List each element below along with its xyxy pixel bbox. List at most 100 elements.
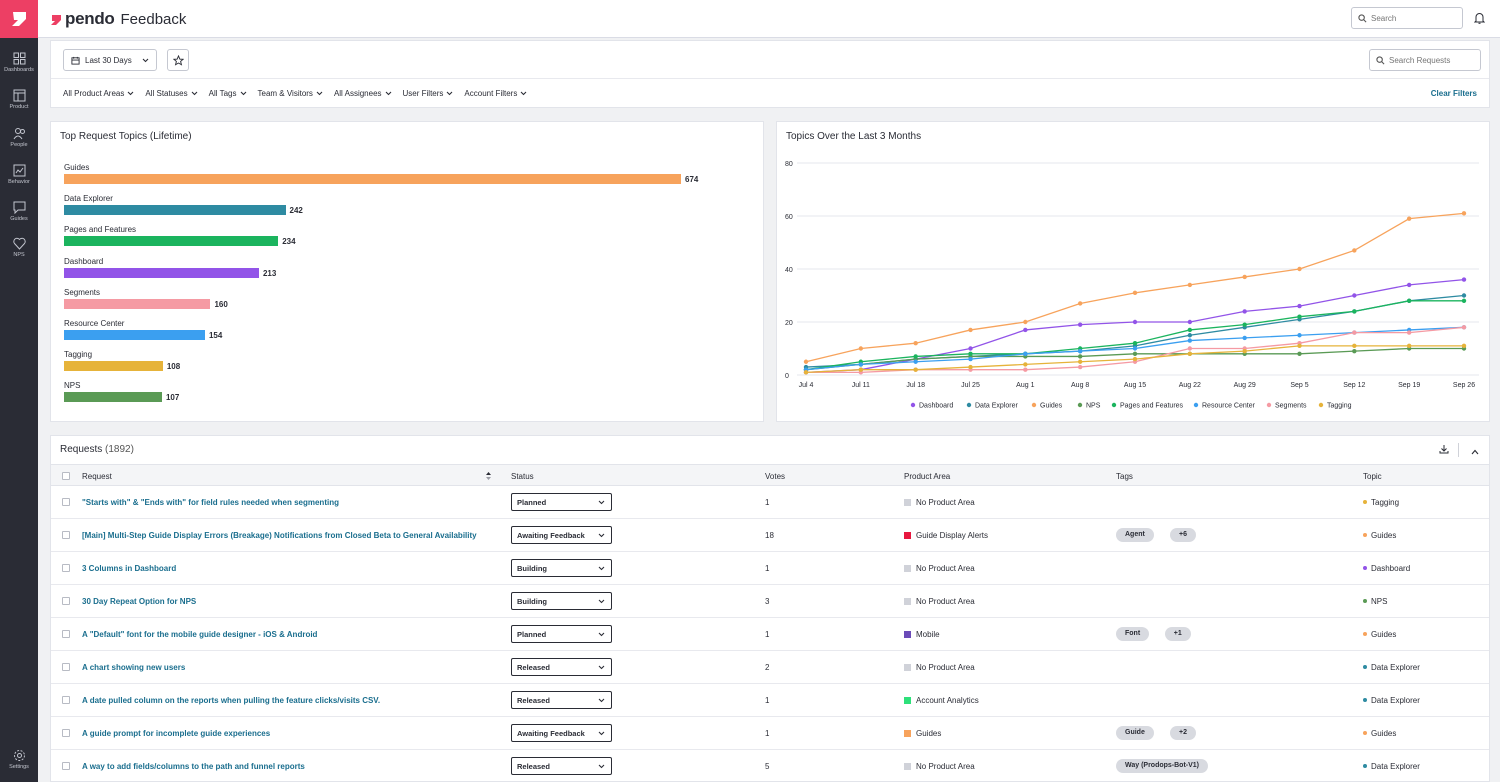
data-point[interactable] [1297,343,1302,349]
tag-badge[interactable]: Agent [1116,528,1154,542]
table-row[interactable]: A way to add fields/columns to the path … [51,750,1489,782]
data-point[interactable] [968,356,973,362]
data-point[interactable] [803,359,809,364]
data-point[interactable] [1077,301,1083,306]
data-point[interactable] [1406,282,1412,288]
data-point[interactable] [1187,319,1193,325]
global-search-input[interactable] [1371,13,1451,23]
tag-badge[interactable]: Way (Prodops-Bot-V1) [1116,759,1209,773]
status-dropdown[interactable]: Awaiting Feedback [511,526,612,544]
bar[interactable] [64,361,163,372]
data-point[interactable] [968,327,973,333]
request-link[interactable]: A date pulled column on the reports when… [82,696,381,705]
tag-badge[interactable]: Font [1116,627,1150,641]
data-point[interactable] [1297,333,1302,338]
data-point[interactable] [1077,364,1083,370]
data-point[interactable] [1023,327,1028,333]
table-row[interactable]: A date pulled column on the reports when… [51,684,1489,717]
data-point[interactable] [1297,314,1302,319]
data-point[interactable] [1187,351,1193,356]
table-row[interactable]: A chart showing new users Released 2 No Pro… [51,651,1489,684]
request-search-input[interactable] [1389,55,1474,65]
status-dropdown[interactable]: Awaiting Feedback [511,724,612,742]
data-point[interactable] [1406,298,1412,303]
data-point[interactable] [1461,343,1467,349]
data-point[interactable] [1023,367,1028,372]
data-point[interactable] [1077,348,1083,354]
bar[interactable] [64,330,205,340]
notifications-button[interactable] [1473,12,1486,27]
status-dropdown[interactable]: Building [511,559,612,577]
clear-filters-link[interactable]: Clear Filters [1430,89,1477,98]
filter-user-filters[interactable]: User Filters [403,89,454,98]
status-dropdown[interactable]: Planned [511,493,612,511]
tag-badge[interactable]: +2 [1170,726,1196,740]
global-search[interactable] [1351,7,1463,29]
data-point[interactable] [1461,277,1467,282]
bar[interactable] [64,236,279,247]
table-row[interactable]: 3 Columns in Dashboard Building 1 No Produc… [51,552,1489,585]
data-point[interactable] [1132,341,1138,346]
data-point[interactable] [803,370,809,375]
request-link[interactable]: A chart showing new users [82,663,186,672]
bar[interactable] [64,298,211,309]
data-point[interactable] [1023,319,1028,325]
data-point[interactable] [913,359,918,364]
col-topic[interactable]: Topic [1363,472,1382,481]
data-point[interactable] [968,346,973,351]
status-dropdown[interactable]: Planned [511,625,612,643]
col-tags[interactable]: Tags [1116,472,1133,481]
data-point[interactable] [913,354,918,359]
status-dropdown[interactable]: Released [511,658,612,676]
data-point[interactable] [1242,274,1247,280]
filter-team-visitors[interactable]: Team & Visitors [258,89,323,98]
data-point[interactable] [1023,362,1028,367]
filter-tags[interactable]: All Tags [209,89,247,98]
data-point[interactable] [1352,348,1357,354]
nav-guides[interactable]: Guides [0,201,38,222]
data-point[interactable] [1187,338,1193,343]
nav-settings[interactable]: Settings [0,749,38,770]
table-row[interactable]: A guide prompt for incomplete guide expe… [51,717,1489,750]
row-checkbox[interactable] [62,564,70,572]
request-link[interactable]: 3 Columns in Dashboard [82,564,177,573]
table-row[interactable]: [Main] Multi-Step Guide Display Errors (… [51,519,1489,552]
bar[interactable] [64,392,162,403]
data-point[interactable] [1406,216,1412,221]
download-button[interactable] [1439,444,1449,457]
data-point[interactable] [858,346,864,351]
collapse-button[interactable] [1471,446,1479,458]
row-checkbox[interactable] [62,696,70,704]
data-point[interactable] [1187,282,1193,288]
col-votes[interactable]: Votes [765,472,786,481]
table-row[interactable]: A "Default" font for the mobile guide de… [51,618,1489,651]
nav-behavior[interactable]: Behavior [0,164,38,185]
nav-nps[interactable]: NPS [0,237,38,258]
data-point[interactable] [1297,351,1302,356]
pendo-logo-tile[interactable] [0,0,38,38]
data-point[interactable] [1461,325,1467,330]
sort-icon[interactable] [485,471,492,481]
data-point[interactable] [1187,333,1193,338]
request-link[interactable]: A "Default" font for the mobile guide de… [82,630,318,639]
filter-account-filters[interactable]: Account Filters [464,89,527,98]
request-link[interactable]: "Starts with" & "Ends with" for field ru… [82,498,339,507]
nav-people[interactable]: People [0,127,38,148]
request-link[interactable]: A way to add fields/columns to the path … [82,762,305,771]
data-point[interactable] [1352,293,1357,298]
row-checkbox[interactable] [62,729,70,737]
tag-badge[interactable]: +6 [1170,528,1196,542]
data-point[interactable] [1242,335,1247,341]
data-point[interactable] [1242,309,1247,314]
data-point[interactable] [968,351,973,356]
table-row[interactable]: "Starts with" & "Ends with" for field ru… [51,486,1489,519]
table-row[interactable]: 30 Day Repeat Option for NPS Building 3 No … [51,585,1489,618]
data-point[interactable] [1461,211,1467,216]
data-point[interactable] [1187,346,1193,351]
data-point[interactable] [858,367,864,372]
data-point[interactable] [1352,309,1357,314]
favorite-button[interactable] [167,49,189,71]
date-range-dropdown[interactable]: Last 30 Days [63,49,157,71]
tag-badge[interactable]: +1 [1164,627,1191,641]
request-link[interactable]: A guide prompt for incomplete guide expe… [82,729,271,738]
